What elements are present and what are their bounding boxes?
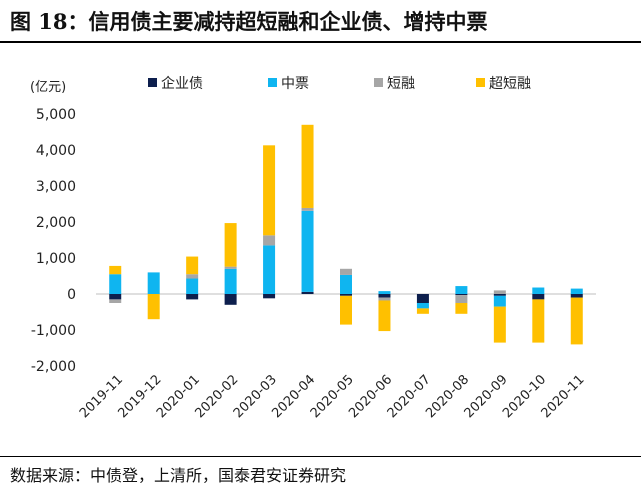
legend-label-super_short: 超短融 [489,76,531,92]
legend-swatch-short [374,78,383,87]
data-source: 数据来源：中债登，上清所，国泰君安证券研究 [10,466,347,485]
y-axis: (亿元) -2,000 -1,000 0 1,000 2,000 3,000 4,000 5,0… [30,80,596,375]
y-tick-label: 3,000 [36,179,76,195]
source-divider [0,456,641,457]
bar-enterprise-2020-08 [455,294,468,296]
bar-short-2020-01 [186,274,199,279]
bar-enterprise-2020-04 [301,291,314,294]
bar-super_short-2020-10 [532,299,545,343]
bar-mtn-2020-01 [186,278,199,294]
bar-mtn-2020-10 [532,287,545,294]
bar-mtn-2019-12 [147,272,160,294]
bar-mtn-2020-06 [378,291,391,294]
bar-super_short-2020-06 [378,300,391,332]
y-tick-label: 2,000 [36,215,76,231]
legend-label-mtn: 中票 [281,76,309,92]
bar-super_short-2020-05 [340,295,352,325]
bar-short-2020-03 [263,235,276,246]
legend-label-enterprise: 企业债 [161,75,203,92]
bar-short-2020-05 [340,268,352,275]
y-tick-label: 4,000 [36,143,76,159]
bar-mtn-2020-11 [570,288,583,294]
x-tick-label: 2020-11 [539,372,588,421]
y-axis-unit-label: (亿元) [30,80,66,95]
bar-enterprise-2020-05 [340,294,352,296]
bar-mtn-2020-04 [301,210,314,292]
bar-super_short-2019-11 [109,265,122,275]
bar-super_short-2020-07 [416,308,429,314]
bar-enterprise-2020-10 [532,294,545,300]
bar-enterprise-2020-01 [186,294,199,300]
legend-label-short: 短融 [387,76,415,92]
title-divider [0,41,641,43]
bar-mtn-2020-09 [493,295,506,307]
y-tick-label: -2,000 [31,359,76,375]
bar-enterprise-2019-11 [109,294,122,300]
bar-enterprise-2020-06 [378,294,391,298]
bar-super_short-2019-12 [147,294,160,320]
bar-super_short-2020-08 [455,303,468,314]
bar-short-2019-11 [109,299,122,303]
bar-super_short-2020-11 [570,297,583,345]
legend-swatch-super_short [476,78,485,87]
bar-short-2020-04 [301,207,314,211]
bar-enterprise-2020-03 [263,294,276,299]
bar-super_short-2020-01 [186,256,199,275]
bar-short-2020-08 [455,295,468,303]
bar-mtn-2020-07 [416,303,429,309]
bar-mtn-2020-03 [263,245,276,294]
bar-enterprise-2020-09 [493,294,506,296]
chart-legend: 企业债 中票 短融 超短融 [148,75,531,92]
y-tick-label: 5,000 [36,107,76,123]
bar-mtn-2020-08 [455,286,468,294]
bar-super_short-2020-09 [493,306,506,343]
bar-short-2020-02 [224,266,237,269]
bar-super_short-2020-04 [301,124,314,208]
bar-short-2020-09 [493,290,506,294]
figure-title: 图 18：信用债主要减持超短融和企业债、增持中票 [10,9,488,34]
bar-super_short-2020-02 [224,223,237,267]
legend-swatch-enterprise [148,78,157,87]
bar-super_short-2020-03 [263,145,276,236]
bar-group [109,124,583,345]
bar-enterprise-2020-07 [416,294,429,303]
bar-enterprise-2020-02 [224,294,237,305]
bar-mtn-2019-11 [109,274,122,294]
bar-short-2020-06 [378,297,391,301]
y-tick-label: 0 [67,287,76,303]
bar-enterprise-2020-11 [570,294,583,298]
y-tick-label: 1,000 [36,251,76,267]
bar-mtn-2020-05 [340,274,352,294]
bar-mtn-2020-02 [224,268,237,294]
stacked-bar-chart: 企业债 中票 短融 超短融 (亿元) -2,000 -1,000 0 1,000 2,000 3,… [30,75,596,421]
legend-swatch-mtn [268,78,277,87]
y-tick-label: -1,000 [31,323,76,339]
x-axis: 2019-112019-122020-012020-022020-032020-… [77,372,588,421]
